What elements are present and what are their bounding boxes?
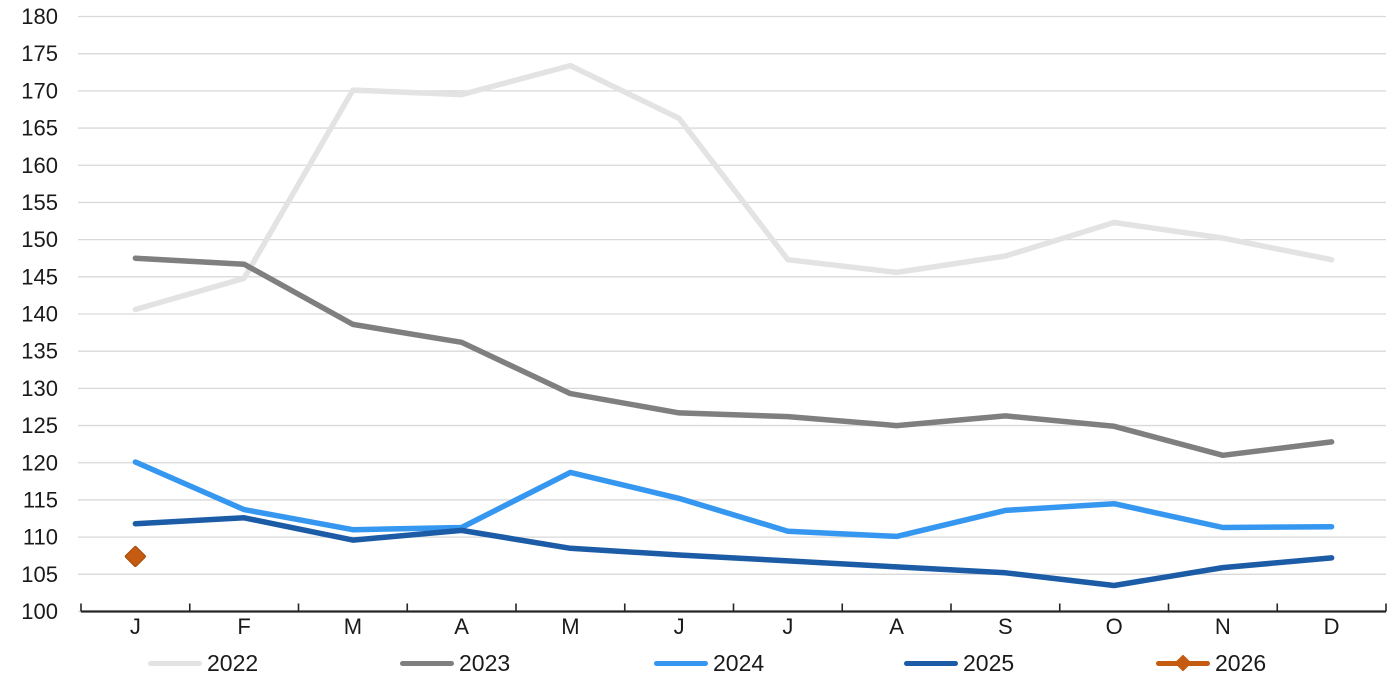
y-axis-tick-label: 105: [21, 562, 58, 587]
legend-diamond-icon: [1174, 654, 1192, 672]
y-axis-tick-label: 130: [21, 376, 58, 401]
y-axis-tick-label: 110: [23, 525, 58, 550]
y-axis-tick-label: 175: [21, 41, 58, 66]
legend-swatch-2025: [904, 660, 958, 666]
y-axis-tick-label: 135: [21, 339, 58, 364]
y-axis-tick-label: 145: [21, 264, 58, 289]
x-axis-tick-label: O: [1106, 614, 1123, 639]
legend-label-2022: 2022: [207, 650, 259, 676]
x-axis-tick-label: J: [130, 614, 141, 639]
y-axis-tick-label: 115: [23, 487, 58, 512]
y-axis-tick-label: 170: [21, 78, 58, 103]
series-line-2024: [132, 459, 1335, 540]
y-axis-tick-label: 155: [21, 190, 58, 215]
legend-item-2024: 2024: [654, 648, 764, 678]
y-axis-tick-label: 150: [21, 227, 58, 252]
legend-swatch-2023: [400, 660, 454, 666]
chart-legend: 2022 2023 2024 2025 2026: [0, 648, 1400, 682]
legend-item-2026: 2026: [1156, 648, 1266, 678]
legend-label-2026: 2026: [1215, 650, 1267, 676]
legend-item-2025: 2025: [904, 648, 1014, 678]
x-axis-tick-label: A: [454, 614, 469, 639]
y-axis-tick-label: 165: [21, 116, 58, 141]
y-axis-tick-label: 140: [21, 302, 58, 327]
x-axis-tick-label: M: [344, 614, 362, 639]
series-line-2025: [132, 515, 1335, 589]
legend-swatch-2026: [1156, 654, 1210, 672]
series-line-2023: [132, 255, 1335, 459]
legend-item-2023: 2023: [400, 648, 510, 678]
x-axis-tick-label: D: [1324, 614, 1340, 639]
y-axis-tick-label: 180: [21, 4, 58, 29]
data-point-marker-2026: [124, 545, 146, 567]
series-line-2022: [132, 62, 1335, 313]
x-axis-tick-label: A: [889, 614, 904, 639]
x-axis-tick-label: F: [237, 614, 250, 639]
legend-label-2023: 2023: [459, 650, 511, 676]
x-axis-tick-label: J: [674, 614, 685, 639]
legend-swatch-2022: [148, 660, 202, 666]
y-axis-tick-label: 100: [21, 599, 58, 624]
x-axis-tick-label: M: [561, 614, 579, 639]
legend-label-2024: 2024: [713, 650, 765, 676]
legend-item-2022: 2022: [148, 648, 258, 678]
x-axis-tick-label: N: [1215, 614, 1231, 639]
y-axis-tick-label: 125: [21, 413, 58, 438]
x-axis-tick-label: S: [998, 614, 1013, 639]
y-axis-tick-label: 120: [21, 450, 58, 475]
y-axis-tick-label: 160: [21, 153, 58, 178]
legend-swatch-2024: [654, 660, 708, 666]
x-axis-tick-label: J: [782, 614, 793, 639]
legend-label-2025: 2025: [963, 650, 1015, 676]
